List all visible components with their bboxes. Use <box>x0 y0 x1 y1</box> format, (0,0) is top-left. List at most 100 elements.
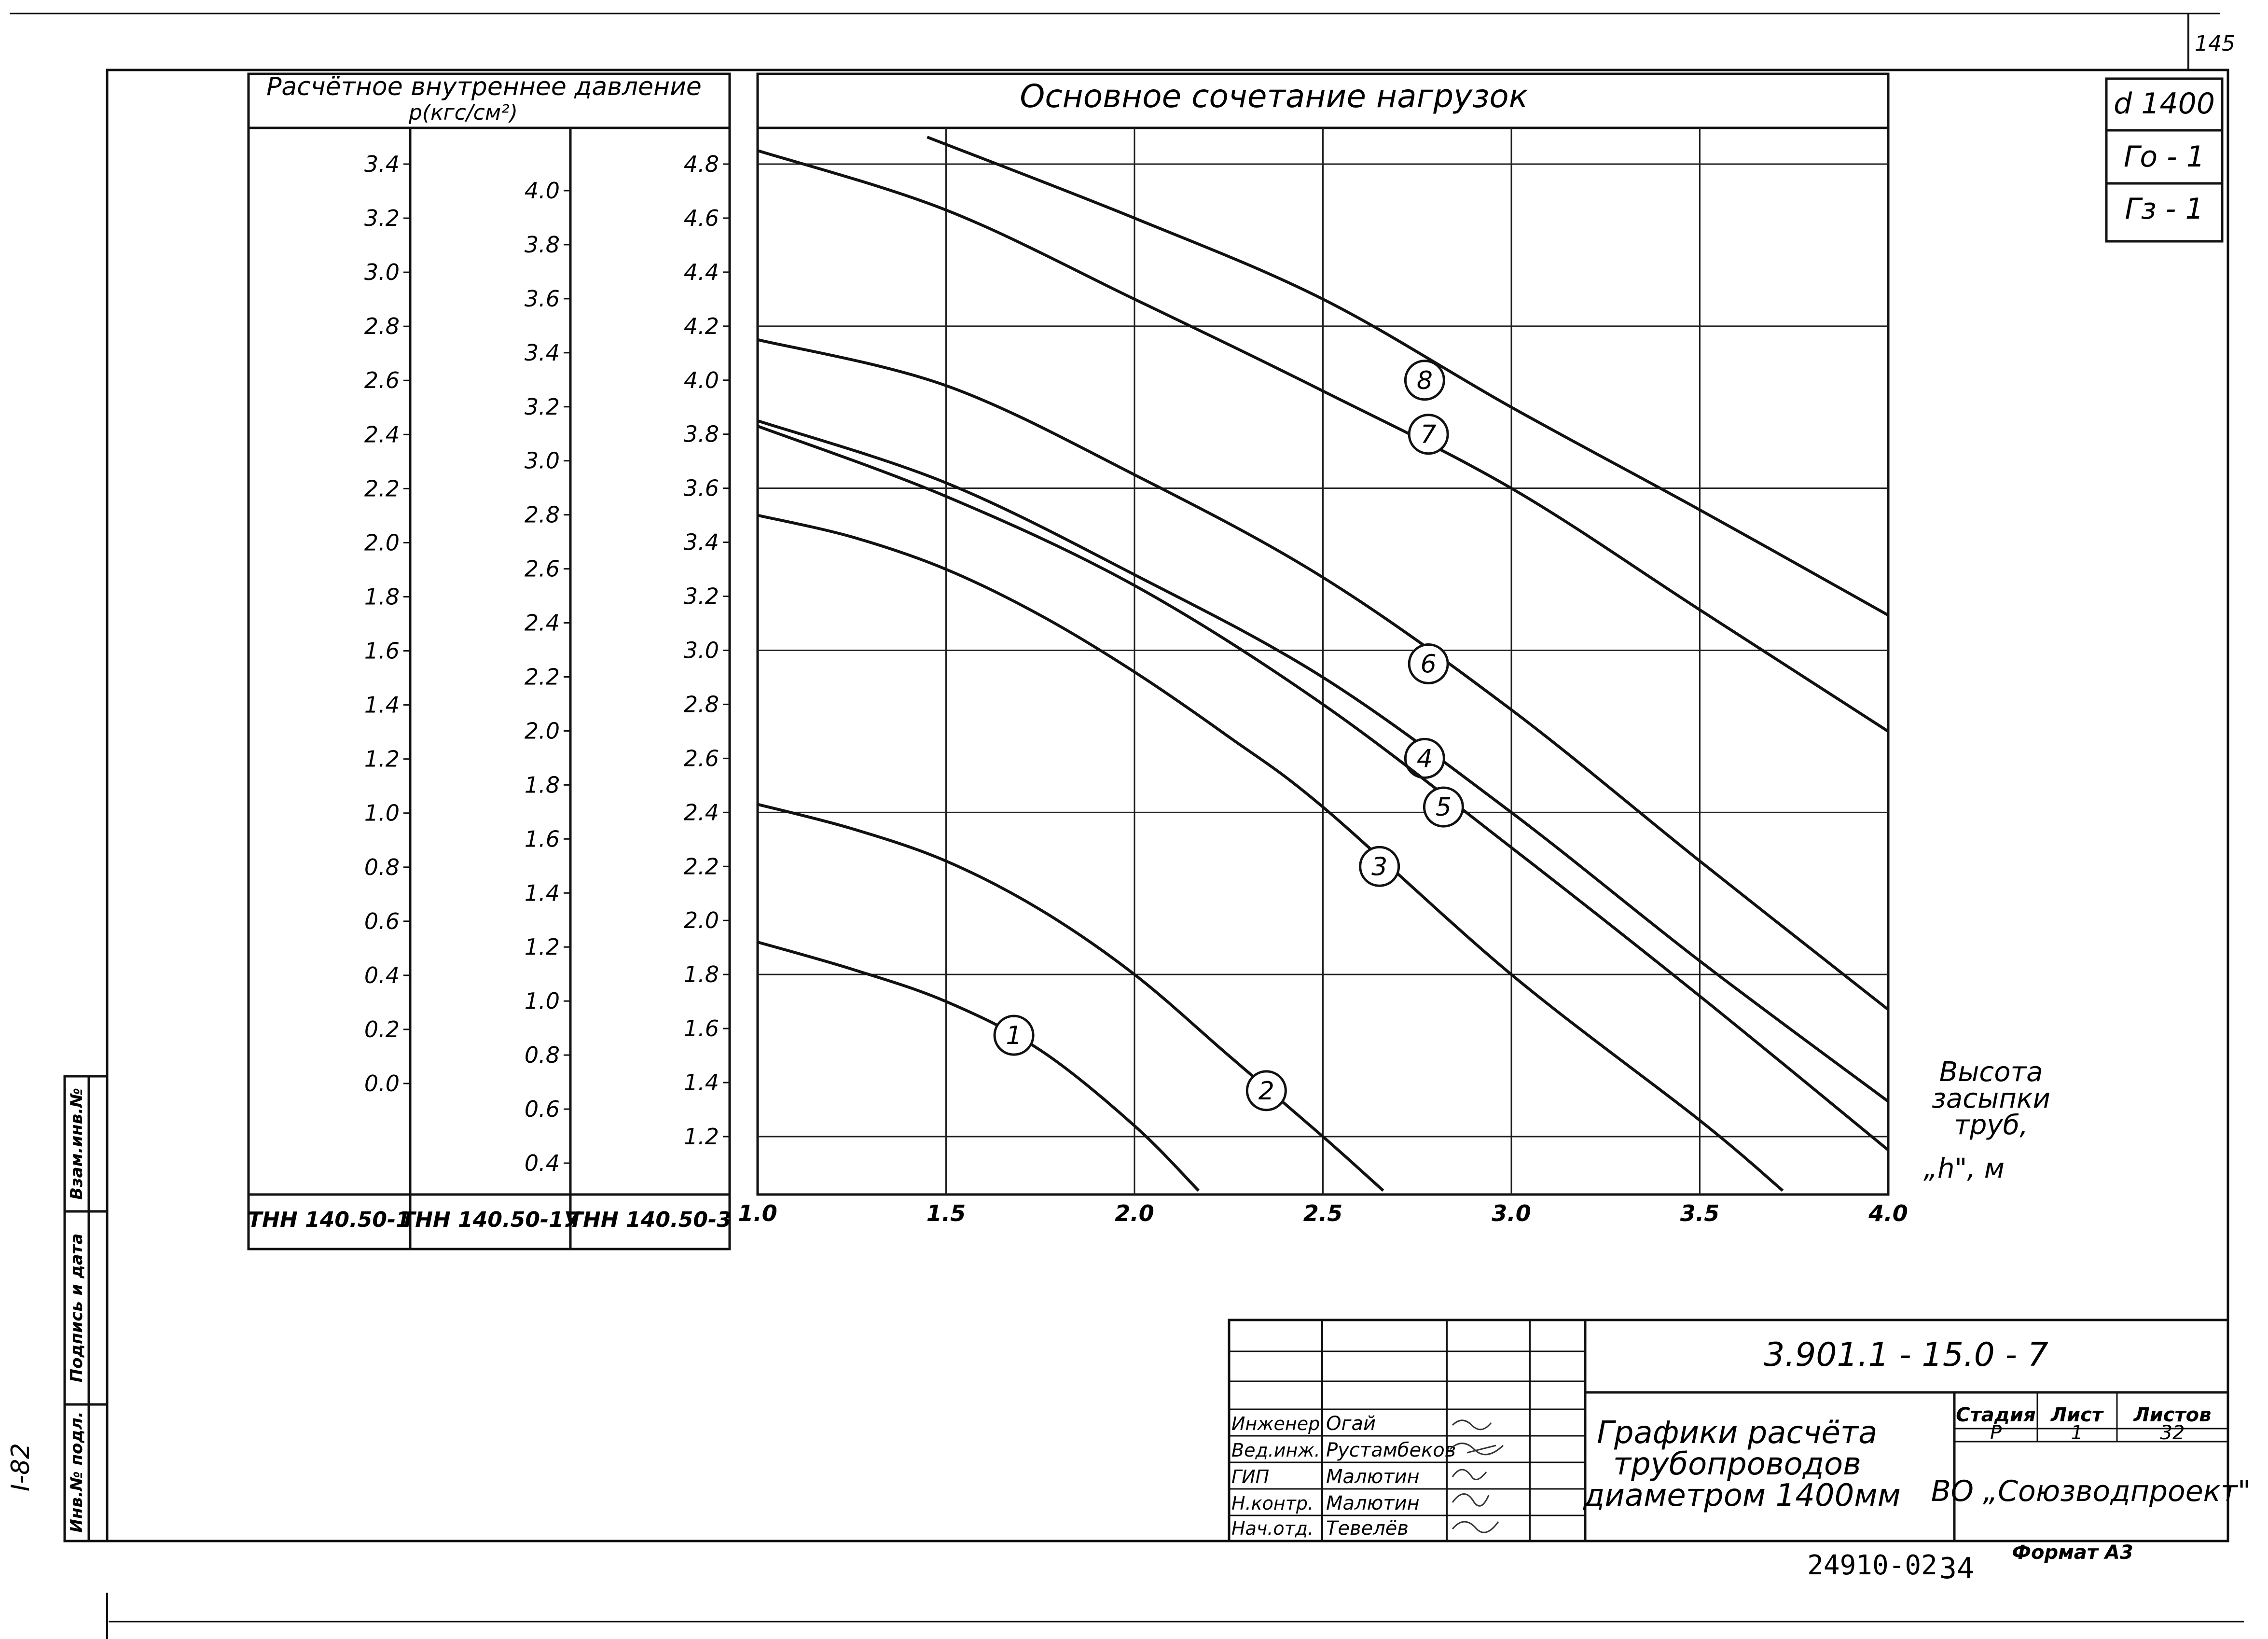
curve-label-5: 5 <box>1436 793 1452 822</box>
stamp-label-signature: Подпись и дата <box>67 1234 86 1383</box>
sheet-frame <box>106 69 2229 1542</box>
scale-tick-label: 4.2 <box>684 313 719 339</box>
stage-value: Р <box>1990 1422 2002 1444</box>
curve-1 <box>757 941 1200 1192</box>
scale-tick-label: 1.2 <box>525 934 560 960</box>
role-name: Малютин <box>1326 1492 1420 1514</box>
scale-unit: p(кгс/см²) <box>408 100 518 125</box>
organization: ВО „Союзводпроект" <box>1931 1474 2251 1508</box>
curve-2 <box>757 803 1384 1192</box>
scale-tick-label: 2.2 <box>684 853 719 879</box>
scale-tick-label: 1.0 <box>525 988 560 1014</box>
scale-tick-label: 1.8 <box>525 772 560 798</box>
scale-tick-label: 3.4 <box>525 340 560 366</box>
scale-tick-label: 3.8 <box>684 421 719 447</box>
chart-grid <box>758 128 1888 1195</box>
scale-tick-label: 3.0 <box>525 448 560 474</box>
scale-column-name-1: ТНН 140.50-1 <box>248 1208 411 1232</box>
scale-tick-label: 1.6 <box>684 1015 719 1042</box>
curve-label-circle-3 <box>1359 846 1400 887</box>
inventory-sheet: 34 <box>1939 1552 1974 1585</box>
scale-tick-label: 3.4 <box>364 151 400 177</box>
corner-mark-go: Го - 1 <box>2124 140 2205 174</box>
scale-tick-label: 0.4 <box>525 1150 560 1176</box>
scale-tick-label: 3.0 <box>364 259 400 285</box>
curve-label-circle-5 <box>1423 786 1464 828</box>
scale-tick-label: 4.4 <box>684 259 719 285</box>
curve-label-1: 1 <box>1006 1021 1022 1050</box>
curve-label-8: 8 <box>1417 366 1433 395</box>
scale-tick-label: 3.4 <box>684 529 719 556</box>
scale-tick-label: 2.6 <box>364 367 400 393</box>
scale-tick-label: 1.0 <box>364 800 400 826</box>
scale-tick-label: 3.2 <box>364 205 400 231</box>
role-name: Огай <box>1326 1413 1376 1435</box>
sheets-header: Листов <box>2133 1404 2212 1426</box>
scale-tick-label: 4.8 <box>684 151 719 177</box>
curve-6 <box>757 338 1889 1011</box>
scale-tick-label: 0.8 <box>525 1042 560 1068</box>
curve-label-7: 7 <box>1421 420 1437 449</box>
scale-tick-label: 2.0 <box>684 907 719 933</box>
scale-tick-label: 2.8 <box>364 313 400 339</box>
corner-mark-gz: Гз - 1 <box>2125 192 2203 226</box>
scale-header: Расчётное внутреннее давление <box>266 72 702 101</box>
curve-8 <box>927 136 1889 617</box>
scale-tick-label: 0.6 <box>525 1096 560 1122</box>
scale-tick-label: 1.2 <box>684 1124 719 1150</box>
x-tick-label: 1.5 <box>927 1200 966 1226</box>
sheet-value: 1 <box>2071 1422 2083 1444</box>
role-title: Нач.отд. <box>1231 1518 1314 1539</box>
scale-panel-frame <box>247 72 731 1250</box>
sheets-value: 32 <box>2160 1422 2185 1444</box>
scale-tick-label: 1.4 <box>525 880 560 906</box>
scale-tick-label: 4.0 <box>684 367 719 393</box>
stamp-code: I-82 <box>6 1443 35 1491</box>
stamp-label-inventory: Инв.№ подл. <box>67 1411 86 1532</box>
curve-4 <box>757 419 1889 1103</box>
curve-7 <box>757 149 1889 733</box>
corner-marks-box <box>2105 77 2224 243</box>
sheet-header: Лист <box>2050 1404 2104 1426</box>
scale-tick-label: 0.2 <box>364 1016 400 1042</box>
curve-label-circle-6 <box>1408 643 1449 684</box>
curve-label-6: 6 <box>1421 650 1437 679</box>
stamp-label-replacement: Взам.инв.№ <box>67 1088 86 1200</box>
role-title: Вед.инж. <box>1231 1440 1320 1461</box>
curve-3 <box>757 514 1784 1192</box>
role-title: ГИП <box>1231 1466 1269 1487</box>
scale-tick-label: 3.6 <box>525 286 560 312</box>
scale-tick-label: 2.6 <box>525 556 560 582</box>
scale-tick-label: 2.0 <box>364 529 400 556</box>
curve-label-circle-1 <box>993 1014 1035 1056</box>
curve-label-circle-8 <box>1404 360 1445 401</box>
corner-mark-diameter: d 1400 <box>2114 87 2215 121</box>
scale-tick-label: 0.4 <box>364 962 400 988</box>
scale-tick-label: 4.6 <box>684 205 719 231</box>
side-stamp <box>63 1075 109 1542</box>
scale-tick-label: 3.2 <box>684 583 719 610</box>
paper-format: Формат А3 <box>2012 1542 2133 1564</box>
role-name: Тевелёв <box>1326 1517 1409 1540</box>
signature-marks <box>1449 1419 1504 1533</box>
x-tick-label: 3.5 <box>1680 1200 1720 1226</box>
title-block-roles: Инженер Огай Вед.инж. Рустамбеков ГИП Малютин… <box>1231 1413 1456 1540</box>
drawing-title: Графики расчёта трубопроводов диаметром … <box>1583 1415 1901 1514</box>
role-title: Н.контр. <box>1231 1493 1314 1514</box>
scale-tick-label: 2.8 <box>525 502 560 528</box>
role-name: Рустамбеков <box>1326 1439 1456 1461</box>
scale-tick-label: 1.6 <box>364 638 400 664</box>
scale-tick-label: 1.2 <box>364 746 400 772</box>
x-tick-labels: 1.0 1.5 2.0 2.5 3.0 3.5 4.0 <box>738 1200 1908 1226</box>
scale-tick-label: 1.6 <box>525 826 560 852</box>
role-title: Инженер <box>1231 1413 1320 1434</box>
curve-5 <box>757 425 1889 1152</box>
x-axis-label: Высота засыпки труб, „h", м <box>1923 1056 2059 1184</box>
document-code: 3.901.1 - 15.0 - 7 <box>1764 1336 2048 1374</box>
scale-tick-label: 3.8 <box>525 232 560 258</box>
sheet-number: 145 <box>2195 31 2235 56</box>
scale-tick-label: 0.8 <box>364 854 400 880</box>
role-name: Малютин <box>1326 1466 1420 1488</box>
chart-title: Основное сочетание нагрузок <box>1020 78 1528 115</box>
